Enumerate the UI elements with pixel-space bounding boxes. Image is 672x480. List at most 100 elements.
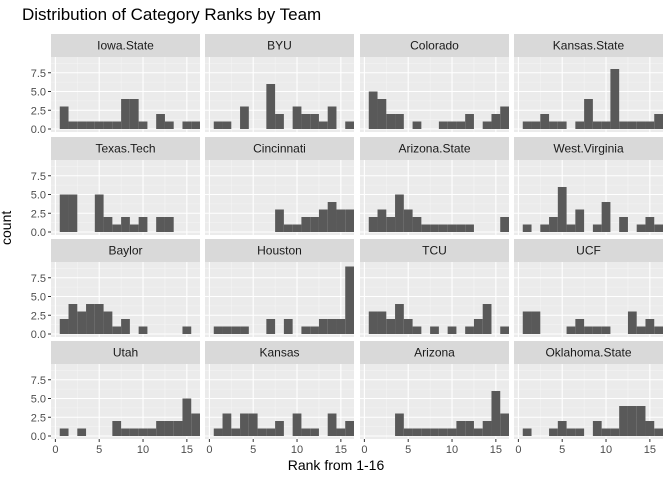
histogram-bar <box>549 217 558 232</box>
histogram-bar <box>138 326 148 334</box>
facet-panel: Texas.Tech 0.0 2.5 5.0 7.5 <box>31 137 200 239</box>
histogram-bar <box>156 217 165 232</box>
facet-panel: Arizona.State <box>360 137 509 235</box>
histogram-bar <box>412 121 422 129</box>
histogram-bar <box>301 326 311 334</box>
histogram-bar <box>292 106 302 129</box>
histogram-bar <box>557 421 567 436</box>
x-tick-label: 15 <box>181 444 193 456</box>
histogram-bar <box>292 413 302 436</box>
histogram-bar <box>257 428 267 436</box>
histogram-bar <box>191 413 200 436</box>
y-tick-label: 5.0 <box>31 292 46 304</box>
histogram-bar <box>345 266 354 334</box>
histogram-bar <box>310 114 319 129</box>
histogram-bar <box>531 311 541 334</box>
histogram-bar <box>592 224 602 232</box>
histogram-bar <box>522 311 532 334</box>
histogram-bar <box>522 121 532 129</box>
histogram-bar <box>575 209 585 232</box>
x-tick-label: 10 <box>446 444 458 456</box>
facet-panel: Kansas 0 5 10 15 <box>205 341 354 456</box>
histogram-bar <box>191 121 200 129</box>
histogram-bar <box>345 209 354 232</box>
facet-panel: UCF <box>514 239 663 337</box>
y-tick-label: 7.5 <box>31 273 46 285</box>
histogram-bar <box>336 209 346 232</box>
facet-label: Houston <box>257 244 302 258</box>
histogram-bar <box>327 319 337 334</box>
histogram-bar <box>403 428 413 436</box>
histogram-bar <box>94 121 104 129</box>
facet-panel: BYU <box>205 34 354 132</box>
histogram-bar <box>266 428 276 436</box>
histogram-bar <box>222 121 232 129</box>
histogram-bar <box>412 217 422 232</box>
histogram-bar <box>636 224 646 232</box>
facet-panel: TCU <box>360 239 509 337</box>
facet-label: Arizona.State <box>398 142 470 156</box>
histogram-bar <box>540 224 550 232</box>
histogram-bar <box>129 428 139 436</box>
histogram-bar <box>231 428 241 436</box>
facet-strip <box>205 239 354 262</box>
histogram-bar <box>222 326 232 334</box>
histogram-bar <box>636 121 646 129</box>
histogram-bar <box>654 428 663 436</box>
histogram-bar <box>566 224 576 232</box>
histogram-bar <box>182 398 192 436</box>
x-tick-label: 0 <box>52 444 58 456</box>
histogram-bar <box>94 304 104 334</box>
facet-panel: Kansas.State <box>514 34 663 132</box>
y-tick-label: 5.0 <box>31 394 46 406</box>
facet-strip <box>205 341 354 364</box>
histogram-bar <box>368 311 378 334</box>
histogram-bar <box>491 114 501 129</box>
histogram-bar <box>395 194 404 232</box>
facet-label: BYU <box>267 39 292 53</box>
histogram-bar <box>138 121 148 129</box>
histogram-bar <box>213 428 223 436</box>
histogram-bar <box>592 121 602 129</box>
histogram-bar <box>327 106 337 129</box>
facet-panel: Cincinnati <box>205 137 354 235</box>
histogram-bar <box>173 421 183 436</box>
histogram-bar <box>557 121 567 129</box>
histogram-bar <box>465 224 474 232</box>
histogram-bar <box>575 121 585 129</box>
facet-label: Kansas.State <box>553 39 625 53</box>
x-tick-label: 0 <box>361 444 367 456</box>
histogram-bar <box>275 114 284 129</box>
histogram-bar <box>438 224 448 232</box>
histogram-bar <box>412 428 422 436</box>
histogram-bar <box>266 319 276 334</box>
histogram-bar <box>222 413 232 436</box>
histogram-bar <box>310 217 319 232</box>
histogram-bar <box>447 428 457 436</box>
histogram-bar <box>164 217 174 232</box>
histogram-bar <box>654 224 663 232</box>
histogram-bar <box>447 121 457 129</box>
histogram-bar <box>456 121 466 129</box>
histogram-bar <box>59 194 69 232</box>
y-tick-label: 0.0 <box>31 431 46 443</box>
histogram-bar <box>386 217 396 232</box>
histogram-bar <box>283 224 293 232</box>
histogram-bar <box>421 428 431 436</box>
histogram-bar <box>491 391 501 436</box>
histogram-bar <box>627 406 637 436</box>
histogram-bar <box>395 304 404 334</box>
facet-strip <box>360 137 509 160</box>
histogram-bar <box>386 319 396 334</box>
histogram-bar <box>412 326 422 334</box>
histogram-bar <box>266 84 276 129</box>
y-tick-label: 2.5 <box>31 105 46 117</box>
x-tick-label: 10 <box>291 444 303 456</box>
histogram-bar <box>68 304 78 334</box>
histogram-bar <box>549 121 558 129</box>
histogram-bar <box>619 217 628 232</box>
histogram-bar <box>292 224 302 232</box>
histogram-bar <box>619 406 628 436</box>
y-tick-label: 0.0 <box>31 329 46 341</box>
